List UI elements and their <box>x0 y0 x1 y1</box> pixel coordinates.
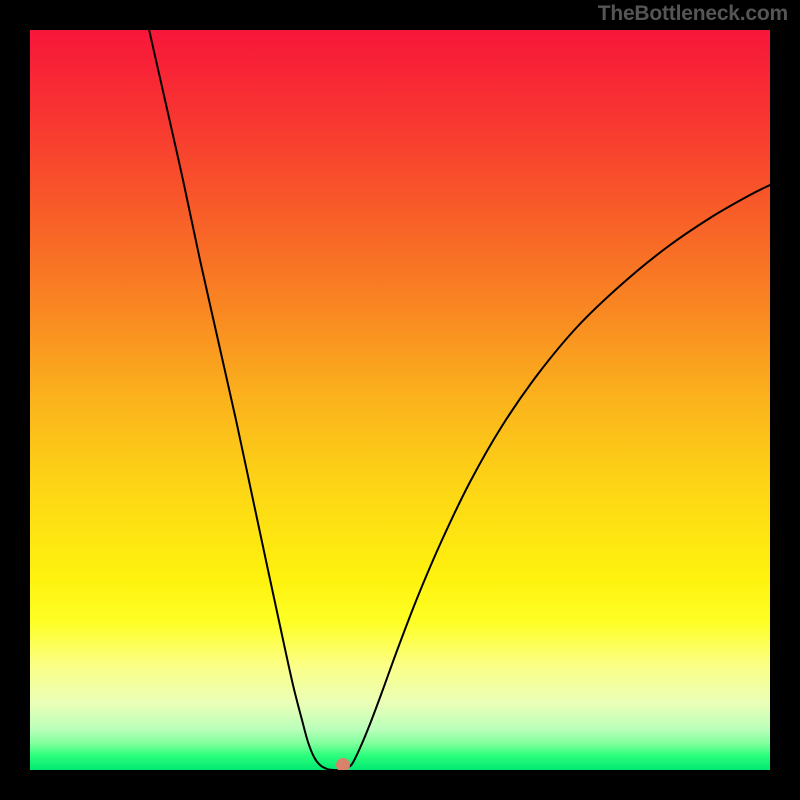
watermark-text: TheBottleneck.com <box>598 2 788 26</box>
bottleneck-curve-chart <box>30 30 770 770</box>
chart-canvas: TheBottleneck.com <box>0 0 800 800</box>
plot-area <box>30 30 770 770</box>
gradient-background <box>30 30 770 770</box>
